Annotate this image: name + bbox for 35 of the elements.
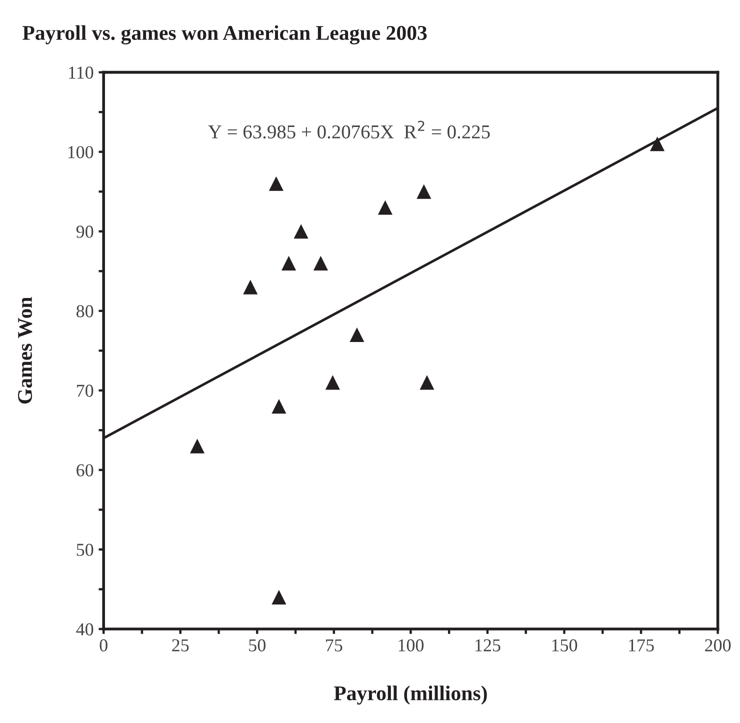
annotation: Y = 63.985 + 0.20765X R$^{2}$ = 0.225 — [208, 120, 490, 139]
y-tick-label: 100 — [68, 146, 94, 158]
y-tick-label: 110 — [69, 66, 94, 79]
point — [268, 176, 284, 191]
y-tick-label: 70 — [77, 384, 94, 397]
x-axis-title: Payroll (millions) — [334, 686, 487, 705]
point — [378, 200, 392, 215]
point — [416, 184, 432, 199]
point — [313, 256, 328, 270]
y-tick-label: 80 — [76, 305, 94, 318]
point — [294, 224, 308, 239]
x-tick-label: 100 — [398, 639, 424, 652]
x-tick-label: 25 — [172, 639, 189, 652]
x-tick-label: 200 — [705, 639, 731, 652]
y-tick-label: 50 — [76, 544, 94, 556]
x-tick-label: 125 — [476, 639, 500, 652]
x-tick-label: 0 — [100, 639, 108, 652]
x-tick-label: 50 — [249, 639, 266, 652]
y-axis-title: Games Won — [18, 297, 32, 404]
point — [282, 256, 296, 270]
x-tick-label: 150 — [552, 639, 578, 652]
x-tick-label: 175 — [629, 639, 654, 652]
point — [190, 438, 205, 454]
point — [272, 399, 286, 414]
point — [272, 590, 286, 604]
chart-title: Payroll vs. games won American League 2003 — [22, 25, 427, 44]
y-tick-label: 40 — [76, 623, 94, 636]
y-tick-label: 60 — [76, 464, 94, 476]
y-tick-label: 90 — [76, 226, 94, 238]
point — [325, 375, 340, 390]
point — [350, 327, 364, 342]
point — [243, 280, 258, 294]
point — [650, 136, 665, 152]
x-tick-label: 75 — [326, 639, 342, 652]
point — [420, 375, 434, 390]
